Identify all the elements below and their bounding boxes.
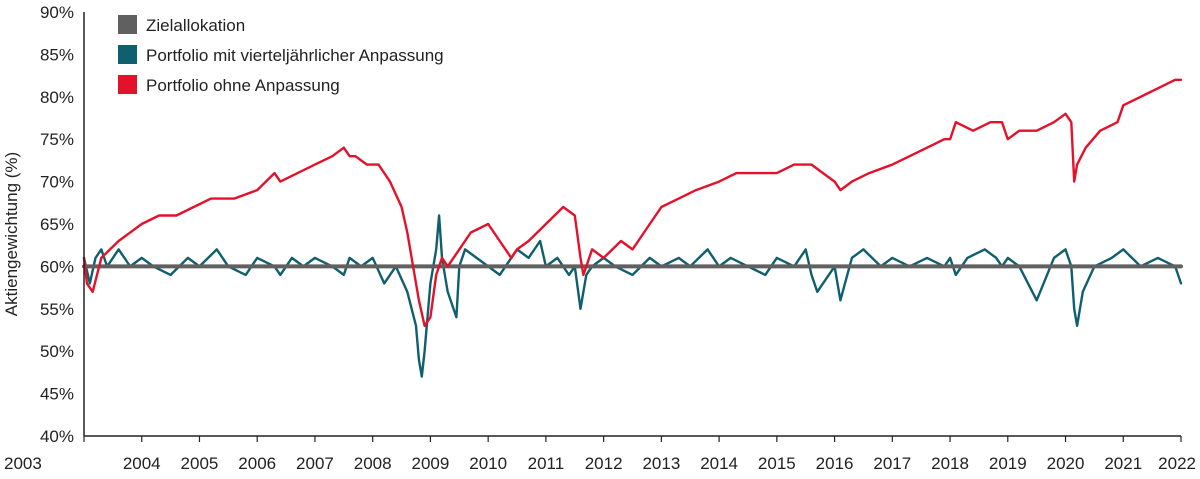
x-tick-label: 2008 [354, 454, 392, 473]
legend: Zielallokation Portfolio mit vierteljährl… [118, 15, 444, 95]
x-tick-label: 2011 [528, 454, 565, 473]
x-tick-label: 2021 [1104, 454, 1142, 473]
y-tick-label: 90% [40, 3, 74, 22]
x-tick-label: 2004 [123, 454, 161, 473]
x-tick-label: 2018 [931, 454, 969, 473]
legend-swatch [118, 15, 137, 34]
y-tick-label: 85% [40, 45, 74, 64]
x-tick-label: 2007 [296, 454, 334, 473]
x-tick-label: 2020 [1047, 454, 1085, 473]
y-axis-ticks: 40% 45% 50% 55% 60% 65% 70% 75% 80% 85% 90% [40, 3, 74, 446]
y-tick-label: 75% [40, 130, 74, 149]
y-tick-label: 60% [40, 257, 74, 276]
x-tick-label: 2017 [873, 454, 911, 473]
x-tick-label: 2010 [469, 454, 507, 473]
y-tick-label: 65% [40, 215, 74, 234]
x-tick-label: 2009 [412, 454, 450, 473]
x-tick-label: 2019 [989, 454, 1027, 473]
x-tick-label: 2022 [1158, 454, 1196, 473]
y-tick-label: 40% [40, 427, 74, 446]
series-line-2 [82, 78, 1183, 327]
x-axis-ticks: 2003 2004 2005 2006 2007 2008 2009 2010 2011 2012… [4, 436, 1196, 473]
y-tick-label: 45% [40, 385, 74, 404]
y-tick-label: 70% [40, 173, 74, 192]
x-tick-label: 2013 [642, 454, 680, 473]
x-tick-label: 2003 [4, 454, 42, 473]
y-tick-label: 80% [40, 88, 74, 107]
x-tick-label: 2015 [758, 454, 796, 473]
y-tick-label: 50% [40, 342, 74, 361]
legend-label: Portfolio ohne Anpassung [146, 76, 340, 95]
x-tick-label: 2005 [181, 454, 219, 473]
x-tick-label: 2014 [700, 454, 738, 473]
legend-label: Portfolio mit vierteljährlicher Anpassun… [146, 46, 444, 65]
y-tick-label: 55% [40, 300, 74, 319]
legend-swatch [118, 45, 137, 64]
series-layer [82, 78, 1183, 378]
x-tick-label: 2012 [585, 454, 623, 473]
x-tick-label: 2006 [238, 454, 276, 473]
series-line-1 [82, 214, 1183, 378]
y-axis-title: Aktiengewichtung (%) [2, 152, 21, 316]
legend-swatch [118, 75, 137, 94]
legend-label: Zielallokation [146, 16, 245, 35]
x-tick-label: 2016 [816, 454, 854, 473]
